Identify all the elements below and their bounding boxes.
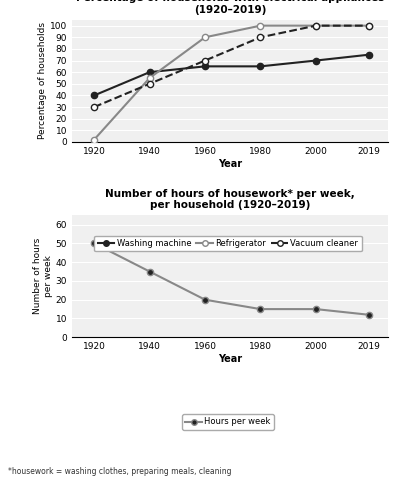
Y-axis label: Number of hours
per week: Number of hours per week	[34, 238, 53, 314]
Text: *housework = washing clothes, preparing meals, cleaning: *housework = washing clothes, preparing …	[8, 467, 232, 476]
Legend: Hours per week: Hours per week	[182, 414, 274, 430]
Y-axis label: Percentage of households: Percentage of households	[38, 22, 47, 139]
Title: Percentage of households with electrical appliances
(1920–2019): Percentage of households with electrical…	[76, 0, 384, 15]
Legend: Washing machine, Refrigerator, Vacuum cleaner: Washing machine, Refrigerator, Vacuum cl…	[94, 236, 362, 251]
X-axis label: Year: Year	[218, 159, 242, 169]
Title: Number of hours of housework* per week,
per household (1920–2019): Number of hours of housework* per week, …	[105, 188, 355, 210]
X-axis label: Year: Year	[218, 354, 242, 364]
